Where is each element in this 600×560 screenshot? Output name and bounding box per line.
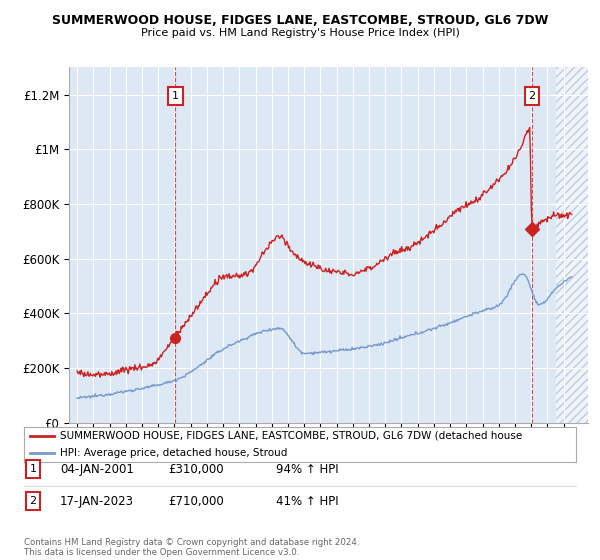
Text: SUMMERWOOD HOUSE, FIDGES LANE, EASTCOMBE, STROUD, GL6 7DW (detached house: SUMMERWOOD HOUSE, FIDGES LANE, EASTCOMBE… — [60, 431, 522, 441]
Text: Contains HM Land Registry data © Crown copyright and database right 2024.
This d: Contains HM Land Registry data © Crown c… — [24, 538, 359, 557]
Text: SUMMERWOOD HOUSE, FIDGES LANE, EASTCOMBE, STROUD, GL6 7DW: SUMMERWOOD HOUSE, FIDGES LANE, EASTCOMBE… — [52, 14, 548, 27]
Text: 41% ↑ HPI: 41% ↑ HPI — [276, 494, 338, 508]
Text: £710,000: £710,000 — [168, 494, 224, 508]
Text: 1: 1 — [172, 91, 179, 101]
Text: 2: 2 — [529, 91, 536, 101]
Text: 1: 1 — [29, 464, 37, 474]
Text: Price paid vs. HM Land Registry's House Price Index (HPI): Price paid vs. HM Land Registry's House … — [140, 28, 460, 38]
Text: 2: 2 — [29, 496, 37, 506]
Text: 04-JAN-2001: 04-JAN-2001 — [60, 463, 134, 476]
Text: 94% ↑ HPI: 94% ↑ HPI — [276, 463, 338, 476]
Text: 17-JAN-2023: 17-JAN-2023 — [60, 494, 134, 508]
Text: £310,000: £310,000 — [168, 463, 224, 476]
Text: HPI: Average price, detached house, Stroud: HPI: Average price, detached house, Stro… — [60, 449, 287, 458]
Bar — [556, 67, 596, 423]
